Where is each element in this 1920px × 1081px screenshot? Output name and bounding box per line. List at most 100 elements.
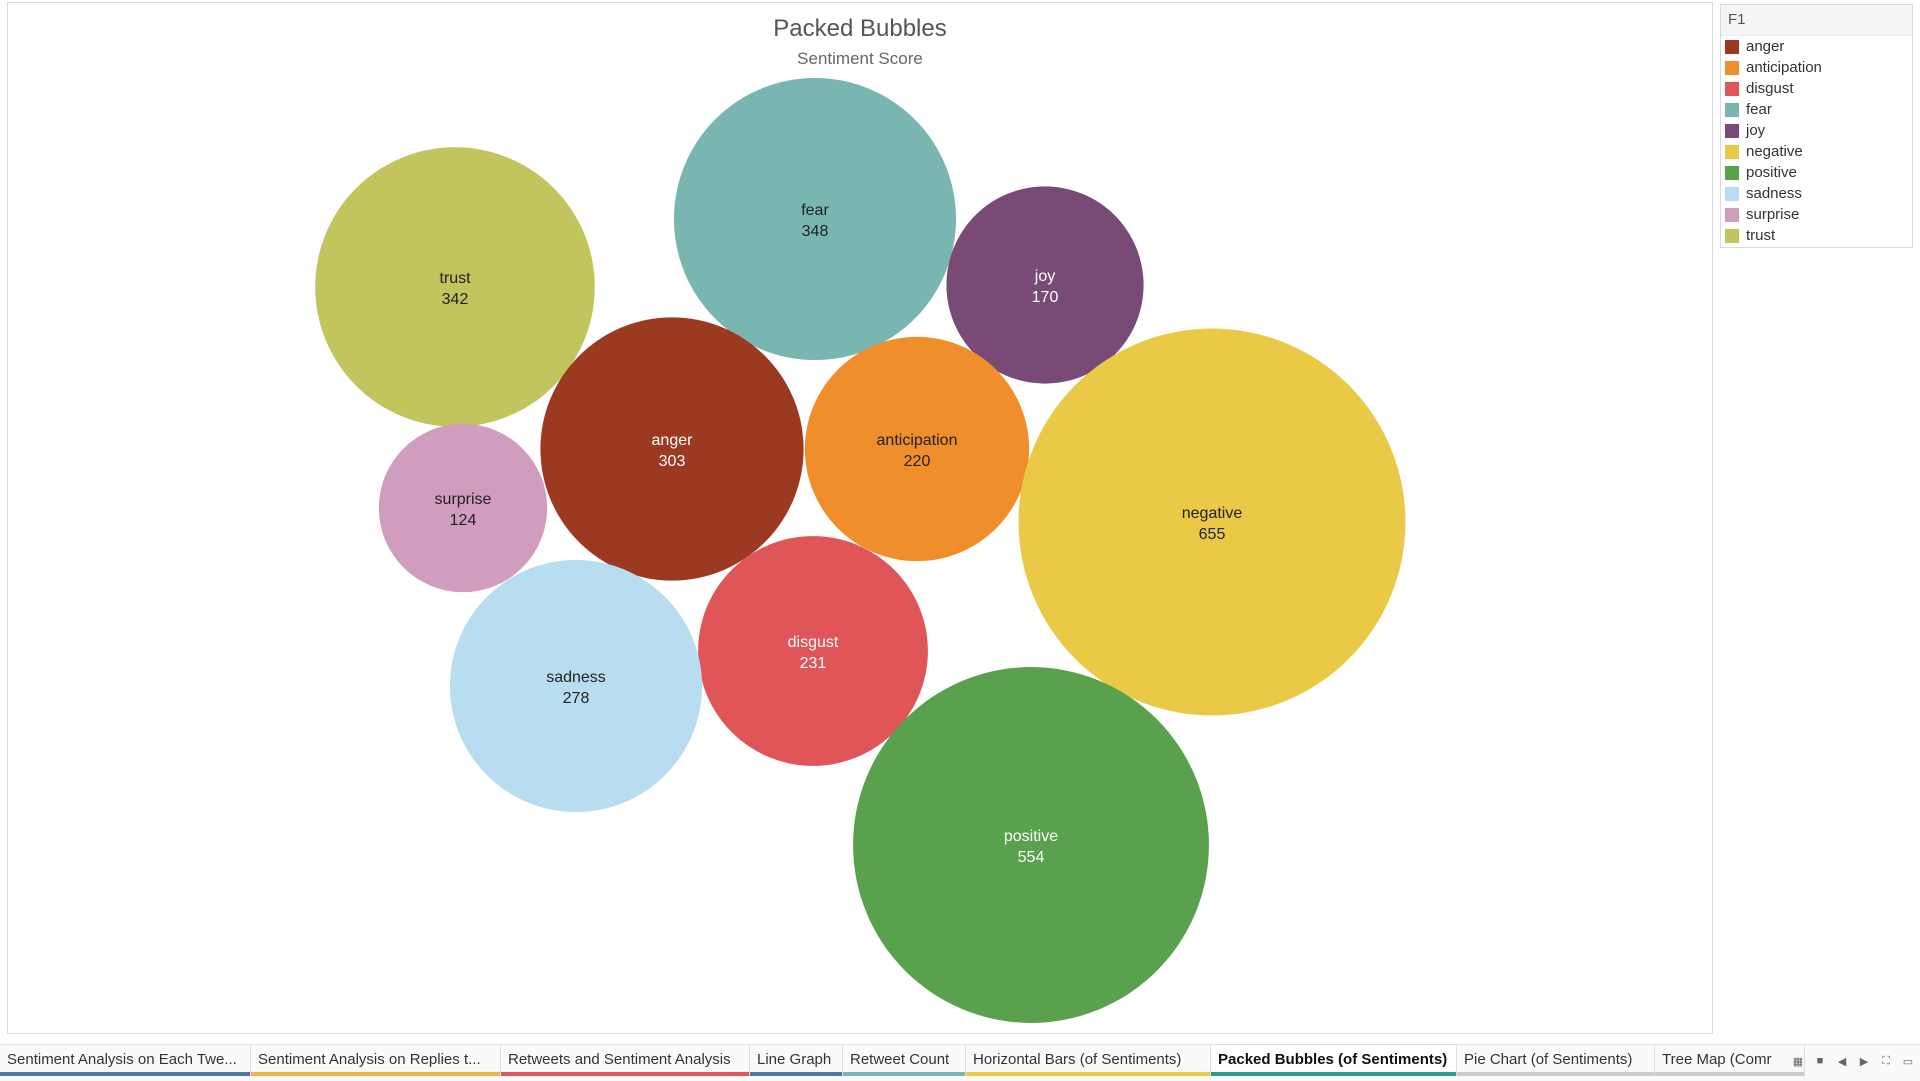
bubble-sadness[interactable]: sadness 278 [449, 559, 703, 813]
presentation-icon[interactable]: ▭ [1902, 1055, 1914, 1068]
sheet-tab-label: Retweets and Sentiment Analysis [508, 1051, 731, 1068]
legend-label: fear [1746, 101, 1772, 118]
bubble-disgust[interactable]: disgust 231 [698, 536, 928, 766]
bubble-circle-joy[interactable] [946, 186, 1144, 384]
bubble-joy[interactable]: joy 170 [946, 186, 1144, 384]
bubble-negative[interactable]: negative 655 [1018, 328, 1406, 716]
legend-swatch [1725, 144, 1739, 159]
bubble-anticipation[interactable]: anticipation 220 [804, 336, 1030, 562]
bubble-circle-disgust[interactable] [698, 536, 928, 766]
bubble-value-surprise: 124 [450, 512, 477, 529]
sheet-tab-2[interactable]: Sentiment Analysis on Replies t... [251, 1045, 501, 1076]
legend-swatch [1725, 165, 1739, 180]
sheet-tab-1[interactable]: Sentiment Analysis on Each Twe... [0, 1045, 251, 1076]
chart-title: Packed Bubbles [773, 15, 947, 42]
bubble-value-fear: 348 [802, 223, 829, 240]
legend-item-anger[interactable]: anger [1721, 36, 1912, 57]
legend-label: negative [1746, 143, 1803, 160]
legend-label: trust [1746, 227, 1776, 244]
sheet-tab-label: Sentiment Analysis on Replies t... [258, 1051, 481, 1068]
bubble-value-disgust: 231 [800, 655, 827, 672]
legend-item-negative[interactable]: negative [1721, 141, 1912, 162]
legend-swatch [1725, 81, 1739, 96]
sheet-tab-color-bar [843, 1072, 965, 1076]
legend-swatch [1725, 39, 1739, 54]
sheet-tab-label: Line Graph [757, 1051, 832, 1068]
sheet-tab-label: Pie Chart (of Sentiments) [1464, 1051, 1633, 1068]
sheet-tab-5[interactable]: Retweet Count [843, 1045, 966, 1076]
bubble-value-sadness: 278 [563, 690, 590, 707]
bubble-trust[interactable]: trust 342 [315, 147, 595, 427]
bubble-fear[interactable]: fear 348 [673, 77, 957, 361]
legend-swatch [1725, 207, 1739, 222]
bubble-label-anticipation: anticipation [877, 432, 958, 449]
legend-swatch [1725, 228, 1739, 243]
legend-label: anticipation [1746, 59, 1822, 76]
sheet-tab-9[interactable]: Tree Map (Comr [1655, 1045, 1805, 1076]
bubble-label-disgust: disgust [788, 634, 839, 651]
legend-label: positive [1746, 164, 1797, 181]
legend-item-trust[interactable]: trust [1721, 225, 1912, 246]
sheet-tab-8[interactable]: Pie Chart (of Sentiments) [1457, 1045, 1655, 1076]
sheet-tab-label: Horizontal Bars (of Sentiments) [973, 1051, 1182, 1068]
bubble-label-fear: fear [801, 202, 829, 219]
sheet-tab-color-bar [750, 1072, 842, 1076]
sheet-tab-label: Tree Map (Comr [1662, 1051, 1772, 1068]
sheet-tab-color-bar [501, 1072, 749, 1076]
legend-label: disgust [1746, 80, 1794, 97]
bubble-circle-negative[interactable] [1018, 328, 1406, 716]
legend-item-joy[interactable]: joy [1721, 120, 1912, 141]
single-view-icon[interactable]: ■ [1816, 1055, 1824, 1067]
bubble-label-surprise: surprise [435, 491, 492, 508]
legend-swatch [1725, 186, 1739, 201]
sheet-tab-3[interactable]: Retweets and Sentiment Analysis [501, 1045, 750, 1076]
sheet-tab-color-bar [1211, 1072, 1456, 1076]
bubble-circle-trust[interactable] [315, 147, 595, 427]
chart-subtitle: Sentiment Score [797, 49, 923, 68]
bubble-value-negative: 655 [1199, 526, 1226, 543]
legend-swatch [1725, 123, 1739, 138]
bubble-surprise[interactable]: surprise 124 [378, 423, 548, 593]
viz-area: Packed Bubbles Sentiment Score fear 348 tr… [7, 2, 1713, 1034]
sheet-controls: ▦ ■ ◀ ▶ ⛶ ▭ [1792, 1054, 1914, 1068]
bubble-circle-fear[interactable] [673, 77, 957, 361]
sheet-tab-6[interactable]: Horizontal Bars (of Sentiments) [966, 1045, 1211, 1076]
legend-label: joy [1746, 122, 1766, 139]
bubble-circle-anger[interactable] [540, 317, 804, 581]
bubble-value-trust: 342 [442, 291, 469, 308]
legend-item-fear[interactable]: fear [1721, 99, 1912, 120]
bubble-label-negative: negative [1182, 505, 1243, 522]
bubble-anger[interactable]: anger 303 [540, 317, 804, 581]
bubble-circle-surprise[interactable] [378, 423, 548, 593]
sheet-tab-bar: Sentiment Analysis on Each Twe... Sentime… [0, 1044, 1920, 1081]
sheet-tab-color-bar [966, 1072, 1210, 1076]
legend-item-sadness[interactable]: sadness [1721, 183, 1912, 204]
legend-item-disgust[interactable]: disgust [1721, 78, 1912, 99]
bubble-label-trust: trust [439, 270, 471, 287]
sheet-tab-7[interactable]: Packed Bubbles (of Sentiments) [1211, 1045, 1457, 1076]
sheet-tab-label: Sentiment Analysis on Each Twe... [7, 1051, 237, 1068]
bubble-label-positive: positive [1004, 828, 1058, 845]
legend-items: anger anticipation disgust fear joy negative p… [1721, 36, 1912, 246]
sheet-tab-label: Retweet Count [850, 1051, 950, 1068]
bubble-circle-sadness[interactable] [449, 559, 703, 813]
bubble-label-joy: joy [1034, 268, 1055, 285]
fit-icon[interactable]: ⛶ [1882, 1054, 1890, 1067]
legend-label: sadness [1746, 185, 1802, 202]
grid-view-icon[interactable]: ▦ [1792, 1055, 1804, 1068]
bubble-label-anger: anger [652, 432, 694, 449]
bubble-label-sadness: sadness [546, 669, 606, 686]
bubble-value-joy: 170 [1032, 289, 1059, 306]
sheet-tab-4[interactable]: Line Graph [750, 1045, 843, 1076]
sheet-tab-color-bar [1655, 1072, 1804, 1076]
legend-item-positive[interactable]: positive [1721, 162, 1912, 183]
legend-swatch [1725, 102, 1739, 117]
bubble-circle-anticipation[interactable] [804, 336, 1030, 562]
next-sheet-icon[interactable]: ▶ [1859, 1055, 1869, 1068]
legend-item-surprise[interactable]: surprise [1721, 204, 1912, 225]
prev-sheet-icon[interactable]: ◀ [1837, 1055, 1847, 1068]
bubble-positive[interactable]: positive 554 [853, 667, 1209, 1023]
bubble-value-anticipation: 220 [904, 453, 931, 470]
bubble-circle-positive[interactable] [853, 667, 1209, 1023]
legend-item-anticipation[interactable]: anticipation [1721, 57, 1912, 78]
